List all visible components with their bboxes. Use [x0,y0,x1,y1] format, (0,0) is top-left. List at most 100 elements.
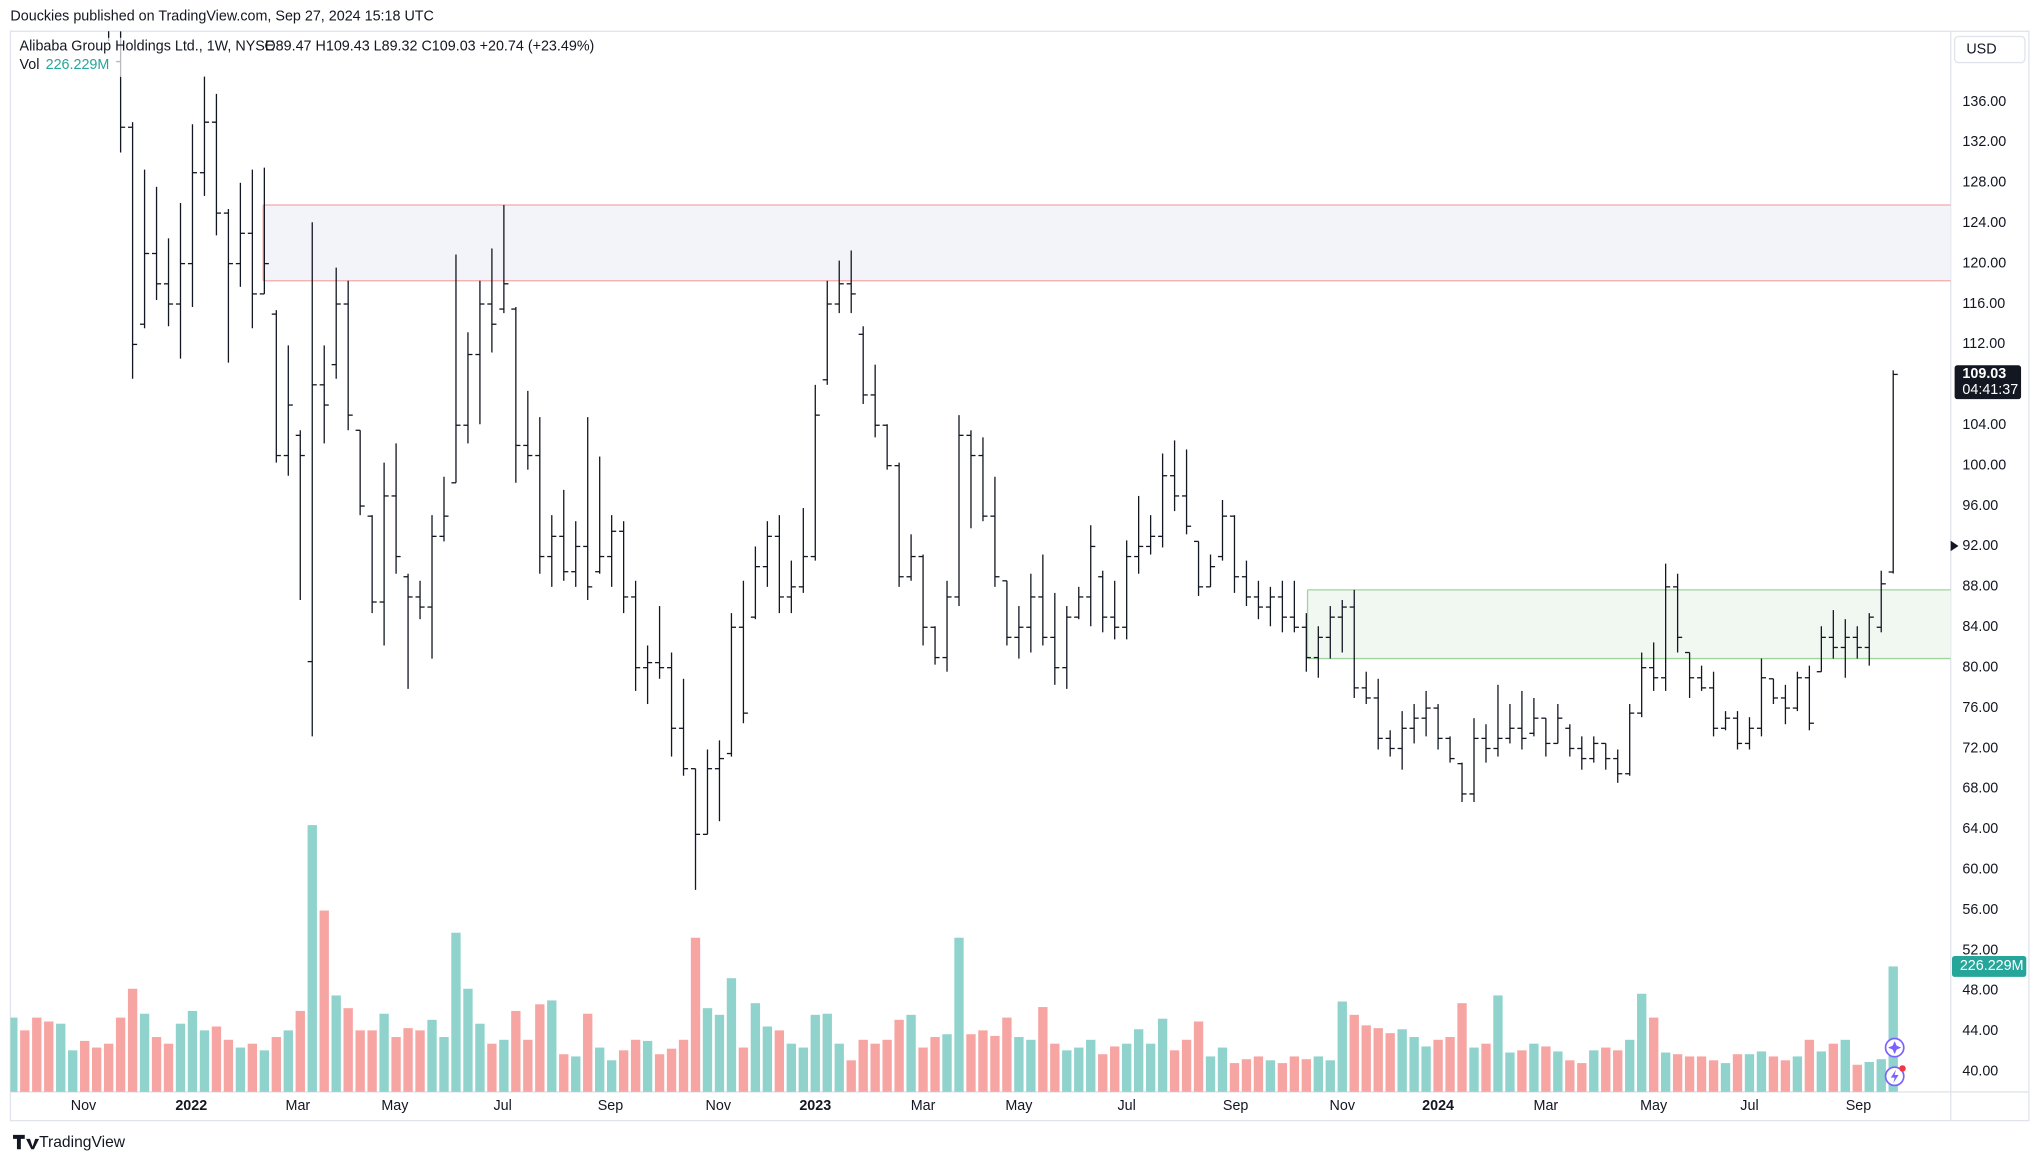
volume-bar [523,1039,533,1092]
volume-bar [1493,995,1503,1092]
volume-bar [1002,1017,1012,1092]
volume-bar [1780,1060,1791,1092]
volume-bar [906,1014,916,1092]
volume-bar [1086,1039,1096,1092]
volume-bar [1193,1021,1204,1092]
volume-bar [1768,1056,1779,1092]
volume-bar [1708,1060,1719,1092]
volume-bar [32,1017,42,1092]
volume-bar [1505,1052,1515,1092]
volume-bar [595,1047,605,1092]
volume-bar [139,1013,150,1092]
x-tick-label: 2023 [799,1098,831,1114]
volume-bar [1062,1050,1072,1092]
volume-bar [1289,1056,1300,1092]
volume-bar [1648,1017,1659,1092]
x-tick-label: May [381,1098,409,1114]
x-tick-label: Nov [71,1098,97,1114]
volume-bar [1565,1060,1575,1092]
volume-bar [1337,1001,1347,1092]
volume-bar [115,1017,126,1092]
volume-bar [187,1010,198,1092]
x-tick-label: Jul [1118,1098,1136,1114]
published-line: Douckies published on TradingView.com, S… [10,9,433,25]
volume-bar [427,1019,437,1092]
volume-bar [1625,1039,1635,1092]
volume-bar [44,1021,54,1092]
volume-bar [1433,1039,1443,1092]
volume-bar [1205,1056,1216,1092]
volume-bar [954,937,964,1092]
x-tick-label: Sep [1846,1098,1872,1114]
volume-bar [1397,1029,1407,1092]
y-tick-label: 92.00 [1962,538,1998,554]
y-tick-label: 120.00 [1962,255,2006,271]
volume-bar [571,1056,581,1092]
x-tick-label: Sep [1223,1098,1249,1114]
volume-bar [247,1043,258,1092]
last-price-box [1954,365,2022,400]
x-tick-label: Mar [286,1098,311,1114]
volume-bar [1038,1007,1048,1092]
volume-bar [199,1030,210,1092]
volume-bar [618,1050,629,1092]
volume-bar [487,1043,497,1092]
zone [1307,589,1951,659]
legend-volume-value: 226.229M [46,57,110,73]
y-tick-label: 132.00 [1962,134,2006,150]
volume-bar [1792,1056,1803,1092]
y-tick-label: 72.00 [1962,740,1998,756]
volume-bar [714,1014,725,1092]
volume-bar [1217,1047,1228,1092]
x-tick-label: 2024 [1422,1098,1454,1114]
volume-bar [343,1008,353,1092]
volume-bar [319,910,329,1092]
price-pane [10,31,1951,1092]
brand-name: TradingView [39,1134,126,1151]
volume-bar [978,1030,988,1092]
volume-bar [1325,1060,1335,1092]
chart-frame [9,30,2030,1122]
currency-box[interactable] [1953,35,2026,64]
volume-bar [499,1039,509,1092]
x-tick-label: Jul [1740,1098,1758,1114]
volume-bar [1133,1029,1144,1092]
volume-bar [606,1060,617,1092]
currency[interactable]: USD [1966,41,1996,57]
volume-bar [1660,1052,1671,1092]
volume-bar [1349,1014,1359,1092]
volume-bar [415,1030,425,1092]
volume-bar [1481,1043,1491,1092]
volume-bar [1421,1046,1431,1092]
volume-bar [1301,1059,1312,1092]
legend-ohlc: O89.47 H109.43 L89.32 C109.03 +20.74 (+2… [265,39,595,55]
volume-bar [678,1039,689,1092]
volume-bar [1457,1003,1467,1092]
volume-bar [463,988,473,1092]
volume-bar [235,1047,246,1092]
volume-bar [1169,1050,1180,1092]
volume-bar [1541,1046,1551,1092]
volume-bar [20,1030,30,1092]
volume-bar [1828,1043,1838,1092]
y-tick-label: 76.00 [1962,700,1998,716]
y-tick-label: 88.00 [1962,579,1998,595]
volume-bar [774,1030,785,1092]
y-tick-label: 128.00 [1962,175,2006,191]
volume-bar [1840,1039,1850,1092]
volume-bar [1888,966,1898,1092]
x-tick-label: Mar [911,1098,936,1114]
y-tick-label: 48.00 [1962,983,1998,999]
legend-backdrop [18,37,592,77]
volume-bar [738,1047,749,1092]
volume-bar [1756,1051,1767,1092]
volume-bar [798,1047,808,1092]
volume-bar [1253,1056,1264,1092]
volume-bar [583,1013,593,1092]
volume-bar [91,1047,102,1092]
x-tick-label: Nov [1330,1098,1356,1114]
volume-bar [223,1039,234,1092]
volume-bar [834,1043,844,1092]
volume-bar [666,1048,677,1092]
